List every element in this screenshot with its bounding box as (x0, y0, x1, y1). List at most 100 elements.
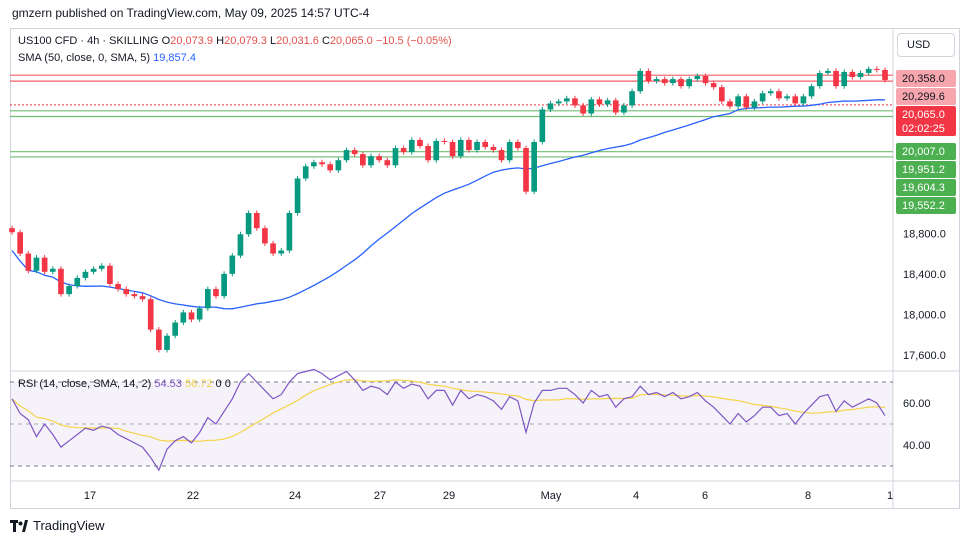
high-label: H (216, 35, 225, 47)
candle-body (645, 70, 652, 82)
candle-body (433, 140, 440, 161)
candle-body (539, 109, 546, 142)
publisher-header: gmzern published on TradingView.com, May… (12, 6, 370, 20)
candle-body (33, 257, 40, 271)
candle-body (849, 71, 856, 78)
sma-line (11, 99, 885, 310)
price-badge-box (896, 161, 956, 178)
candle-body (506, 141, 513, 161)
candle-body (131, 294, 138, 297)
price-axis-labels[interactable]: 18,800.0 18,400.0 18,000.0 17,600.0 (903, 228, 946, 362)
price-badge-box (896, 88, 956, 105)
close-value: 20,065.0 (329, 35, 373, 47)
price-badge-text: 19,604.3 (902, 182, 945, 194)
candle-body (384, 160, 391, 166)
candle-body (751, 101, 758, 108)
candle-body (90, 268, 97, 272)
candle-body (98, 265, 105, 269)
candle-body (343, 150, 350, 161)
open-value: 20,073.9 (170, 35, 214, 47)
currency-button[interactable]: USD (897, 33, 955, 57)
candle-body (808, 86, 815, 97)
candle-body (196, 308, 203, 320)
candle-body (776, 91, 782, 99)
low-label: L (269, 35, 277, 47)
candle-body (482, 141, 489, 148)
candle-body (474, 141, 480, 151)
candle-body (245, 212, 252, 235)
change-value: −10.5 (−0.05%) (375, 35, 452, 47)
footer-brand[interactable]: TradingView (10, 518, 105, 533)
candle-body (286, 212, 293, 251)
candle-body (841, 71, 848, 87)
candle-body (865, 68, 872, 73)
candle-body (563, 98, 570, 102)
sma-legend-value: 19,857.4 (153, 52, 196, 64)
price-badge-box (896, 70, 956, 87)
rsi-legend-value: 54.53 (154, 378, 182, 390)
candle-body (833, 70, 839, 87)
candle-body (800, 96, 807, 104)
candle-body (123, 289, 130, 295)
open-label: O (161, 35, 171, 47)
countdown-text: 02:02:25 (902, 123, 945, 135)
candle-body (164, 335, 170, 350)
candle-body (115, 283, 121, 290)
candle-body (408, 139, 415, 153)
chart-frame (10, 28, 960, 509)
time-tick-label: May (541, 490, 562, 502)
price-badges: 20,358.0 20,299.6 20,065.0 02:02:25 20,007.0… (896, 70, 956, 214)
time-axis-labels[interactable]: 17 22 24 27 29 May 4 6 8 1 (84, 490, 893, 502)
candle-body (311, 162, 317, 167)
time-tick-label: 29 (443, 490, 455, 502)
candle-body (213, 289, 219, 297)
candle-body (735, 96, 741, 107)
candle-body (498, 150, 505, 161)
candle-body (466, 139, 472, 151)
candle-body (147, 299, 154, 330)
candle-body (229, 255, 236, 274)
candles-layer[interactable] (9, 66, 888, 353)
price-badge-text: 20,299.6 (902, 91, 945, 103)
candle-body (156, 329, 162, 350)
candle-body (882, 69, 888, 81)
price-tick-label: 18,000.0 (903, 309, 946, 321)
rsi-tick-label: 60.00 (903, 398, 931, 410)
price-badge-text: 20,007.0 (902, 146, 945, 158)
candle-body (874, 68, 880, 70)
rsi-line (11, 368, 886, 472)
candle-body (319, 162, 325, 165)
candle-body (188, 312, 195, 320)
candle-body (294, 178, 301, 213)
candle-body (612, 100, 619, 113)
candle-body (621, 105, 627, 113)
candle-body (441, 140, 448, 142)
price-badge-box (896, 179, 956, 196)
candle-body (694, 76, 701, 80)
candle-body (718, 87, 725, 102)
tradingview-logo-icon (10, 519, 28, 532)
high-value: 20,079.3 (224, 35, 267, 47)
rsi-extra-value: 0 (215, 378, 222, 390)
candle-body (400, 148, 407, 153)
candle-body (237, 234, 244, 256)
candle-body (523, 148, 529, 192)
price-badge-text: 20,358.0 (902, 73, 945, 85)
candle-body (743, 96, 750, 108)
candle-body (66, 286, 72, 295)
candle-body (376, 156, 382, 161)
candle-body (17, 232, 23, 254)
rsi-layer: 60.00 40.00 (11, 368, 931, 472)
price-badge-box (896, 143, 956, 160)
candle-body (392, 148, 399, 166)
candle-body (335, 160, 342, 171)
candle-body (262, 228, 268, 244)
candle-body (727, 101, 733, 107)
price-badge-box (896, 197, 956, 214)
candle-body (107, 265, 113, 284)
candle-body (49, 268, 56, 272)
candle-body (351, 150, 358, 155)
candle-body (661, 79, 668, 84)
time-tick-label: 17 (84, 490, 96, 502)
